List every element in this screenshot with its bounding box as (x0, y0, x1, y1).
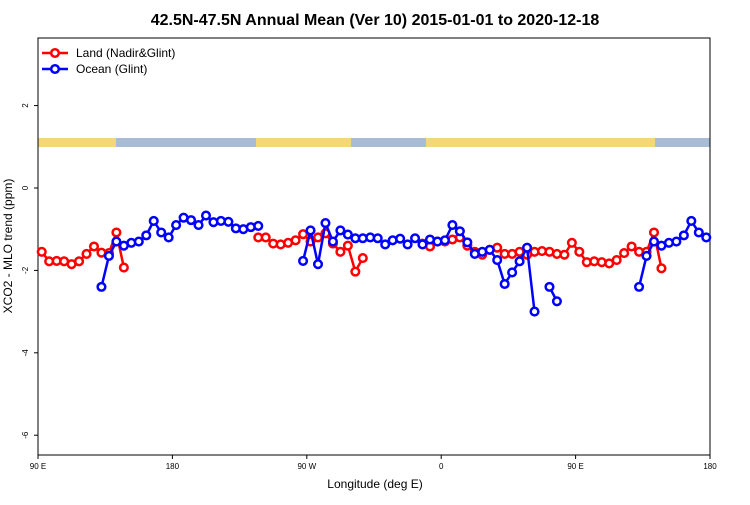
data-point (671, 236, 682, 247)
data-point (648, 236, 660, 247)
data-point (611, 255, 622, 266)
data-point (305, 225, 316, 236)
data-point (499, 278, 510, 290)
data-point (395, 233, 406, 244)
data-point (298, 229, 309, 240)
data-point (559, 249, 570, 260)
ocean-band (351, 138, 426, 147)
data-point (223, 216, 234, 227)
data-point (529, 306, 540, 317)
data-point (335, 246, 346, 257)
data-point (74, 256, 85, 267)
data-point (693, 227, 704, 238)
data-point (372, 233, 383, 244)
data-point (626, 241, 637, 252)
data-point (484, 244, 495, 255)
data-point (103, 250, 114, 262)
data-point (327, 236, 338, 247)
data-point (133, 236, 144, 247)
data-point (111, 236, 122, 247)
data-point (88, 241, 100, 252)
data-point (96, 281, 107, 292)
data-point (551, 296, 562, 307)
data-point (634, 281, 645, 292)
data-point (200, 210, 212, 221)
land-band (38, 138, 116, 147)
data-point (186, 215, 197, 226)
x-tick-label: 180 (703, 462, 717, 471)
data-point (417, 239, 428, 250)
data-point (566, 237, 577, 248)
data-point (454, 226, 465, 237)
data-point (678, 230, 689, 241)
data-point (118, 262, 129, 273)
x-tick-label: 90 W (297, 462, 316, 471)
data-point (141, 230, 152, 241)
land-ocean-band (38, 138, 710, 147)
x-tick-label: 180 (166, 462, 180, 471)
legend-label: Land (Nadir&Glint) (76, 46, 175, 60)
data-point (111, 227, 122, 238)
legend-marker (49, 63, 61, 75)
x-tick-label: 0 (439, 462, 444, 471)
x-axis-label: Longitude (deg E) (327, 477, 422, 491)
y-tick-label: -2 (21, 266, 30, 274)
data-point (342, 240, 353, 251)
data-point (648, 227, 660, 238)
data-point (290, 235, 301, 246)
plot-frame (37, 37, 711, 456)
data-point (350, 266, 361, 277)
data-point (253, 220, 264, 231)
data-point (193, 220, 204, 231)
data-point (148, 215, 159, 227)
data-point (492, 255, 503, 266)
data-point (656, 263, 667, 274)
legend-marker (49, 47, 61, 59)
chart-title: 42.5N-47.5N Annual Mean (Ver 10) 2015-01… (151, 12, 600, 29)
x-tick-label: 90 E (30, 462, 46, 471)
y-axis-label: XCO2 - MLO trend (ppm) (1, 179, 15, 314)
ocean-band (116, 138, 256, 147)
data-point (410, 233, 421, 244)
data-point (81, 248, 92, 259)
data-point (544, 281, 555, 292)
data-point (320, 217, 331, 229)
data-point (380, 239, 391, 250)
data-point (522, 242, 533, 253)
data-point (619, 248, 630, 259)
ocean-band (655, 138, 710, 147)
data-point (171, 220, 182, 231)
data-point (701, 232, 712, 243)
data-point (357, 252, 368, 264)
data-point (686, 215, 697, 227)
data-point (260, 232, 271, 243)
y-tick-label: 0 (21, 185, 30, 190)
data-point (342, 229, 353, 240)
x-tick-label: 90 E (567, 462, 583, 471)
y-tick-label: -4 (21, 349, 30, 357)
data-point (298, 255, 309, 266)
data-point (156, 227, 167, 238)
land-band (256, 138, 351, 147)
land-band (426, 138, 655, 147)
y-tick-label: -6 (21, 431, 30, 439)
legend-label: Ocean (Glint) (76, 62, 147, 76)
data-point (439, 235, 450, 246)
data-point (641, 250, 652, 262)
data-point (36, 246, 47, 257)
data-point (462, 237, 473, 248)
data-point (507, 267, 518, 278)
data-point (312, 259, 324, 270)
data-point (163, 232, 174, 243)
data-point (574, 246, 585, 257)
data-point (447, 220, 458, 231)
data-point (335, 225, 346, 236)
data-point (514, 256, 525, 267)
y-tick-label: 2 (21, 103, 30, 108)
data-point (402, 239, 413, 250)
